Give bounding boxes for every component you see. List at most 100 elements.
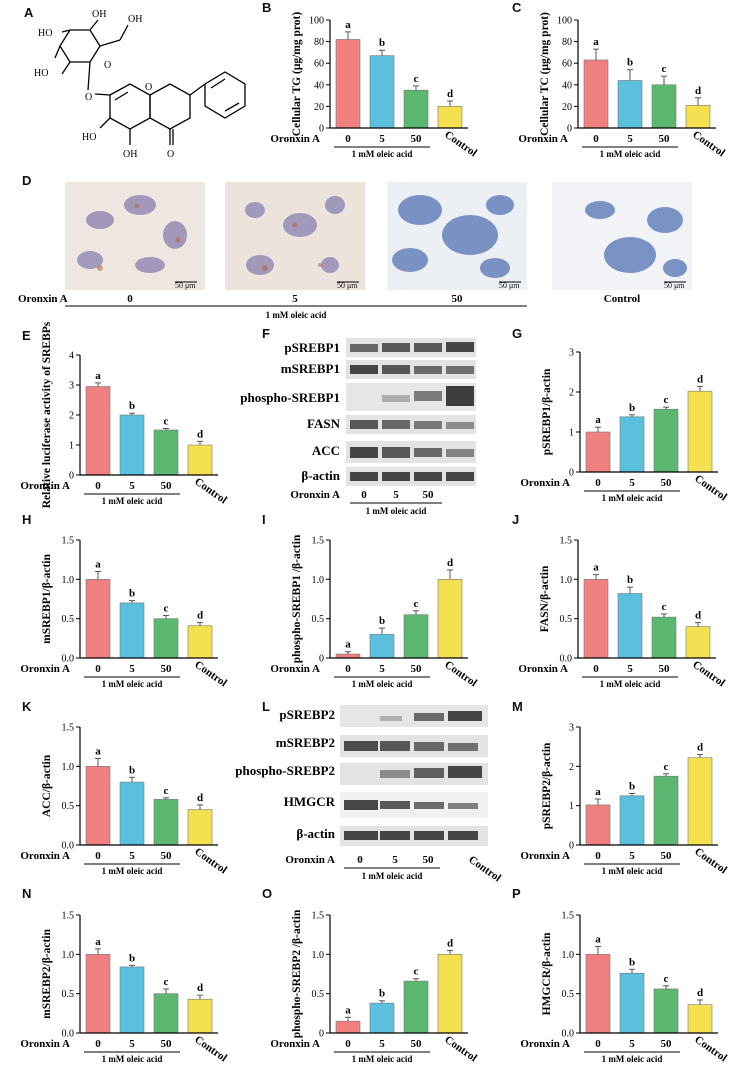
bar bbox=[187, 625, 213, 659]
y-axis-label: pSREBP2/β-actin bbox=[541, 742, 553, 829]
y-tick-label: 3 bbox=[69, 381, 74, 392]
y-tick-label: 1.5 bbox=[560, 536, 573, 547]
bond bbox=[61, 61, 71, 75]
treatment-label: Oronxin A bbox=[270, 663, 320, 675]
condition-label: 1 mM oleic acid bbox=[102, 866, 163, 876]
x-tick-label: 5 bbox=[629, 850, 635, 862]
significance-letter: a bbox=[95, 936, 101, 948]
y-tick-label: 0.0 bbox=[560, 654, 573, 665]
y-tick-label: 20 bbox=[562, 102, 572, 113]
significance-letter: a bbox=[595, 786, 601, 798]
y-tick-label: 2 bbox=[569, 388, 574, 399]
x-tick-label: 0 bbox=[595, 1038, 601, 1050]
x-tick-label: 0 bbox=[95, 850, 101, 862]
bar bbox=[119, 602, 145, 659]
chart-j: 0.0 0.5 1.0 1.5 FASN/β-actin a 0 b 5 c 50 d Control O… bbox=[518, 536, 727, 690]
y-axis-label: phospho-SREBP1 /β-actin bbox=[291, 534, 303, 663]
blot-bands bbox=[350, 342, 474, 481]
blot-row-label: phospho-SREBP2 bbox=[235, 763, 335, 778]
significance-letter: b bbox=[379, 615, 385, 627]
x-tick-label: 0 bbox=[95, 1038, 101, 1050]
treatment-label: Oronxin A bbox=[520, 850, 570, 862]
x-tick-label: 5 bbox=[379, 1038, 385, 1050]
blot-treatment-label: Oronxin A bbox=[285, 854, 335, 866]
bar bbox=[153, 429, 179, 476]
x-tick-label: 5 bbox=[627, 133, 633, 145]
significance-letter: b bbox=[629, 780, 635, 792]
y-tick-label: 0.5 bbox=[312, 614, 325, 625]
scale-bar-label: 50 μm bbox=[664, 281, 685, 290]
blot-row-label: β-actin bbox=[296, 826, 335, 841]
bond bbox=[87, 61, 91, 91]
blot-lane-label: 5 bbox=[393, 489, 399, 501]
panel-label-h: H bbox=[22, 512, 31, 527]
y-tick-label: 0 bbox=[569, 468, 574, 479]
chart-n: 0.0 0.5 1.0 1.5 mSREBP2/β-actin a 0 b 5 c 50 d Contr… bbox=[20, 911, 229, 1065]
y-tick-label: 0.5 bbox=[560, 614, 573, 625]
blot-lane-label: 0 bbox=[357, 854, 363, 866]
bar bbox=[369, 1002, 395, 1034]
y-tick-label: 1.5 bbox=[312, 536, 325, 547]
micrograph-condition-label: 1 mM oleic acid bbox=[266, 310, 327, 320]
significance-letter: b bbox=[629, 956, 635, 968]
blot-bands bbox=[344, 711, 482, 840]
bar bbox=[685, 626, 711, 659]
y-axis-label: phospho-SREBP2 /β-actin bbox=[291, 909, 303, 1038]
significance-letter: b bbox=[129, 400, 135, 412]
significance-letter: d bbox=[197, 428, 203, 440]
x-tick-label: Control bbox=[692, 846, 729, 877]
significance-letter: c bbox=[662, 601, 667, 613]
panel-label-j: J bbox=[512, 512, 519, 527]
significance-letter: a bbox=[95, 370, 101, 382]
significance-letter: a bbox=[95, 558, 101, 570]
condition-label: 1 mM oleic acid bbox=[102, 496, 163, 506]
y-tick-label: 80 bbox=[562, 37, 572, 48]
x-tick-label: Control bbox=[690, 659, 727, 690]
x-tick-label: 50 bbox=[411, 663, 423, 675]
panel-label-b: B bbox=[262, 0, 271, 15]
significance-letter: d bbox=[697, 373, 703, 385]
blot-lane-label: 50 bbox=[423, 854, 435, 866]
panel-label-f: F bbox=[262, 326, 270, 341]
panel-label-m: M bbox=[512, 699, 523, 714]
significance-letter: d bbox=[197, 792, 203, 804]
x-tick-label: 5 bbox=[129, 663, 135, 675]
y-tick-label: 1.5 bbox=[62, 723, 75, 734]
condition-label: 1 mM oleic acid bbox=[600, 679, 661, 689]
panel-label-n: N bbox=[22, 886, 31, 901]
bar bbox=[187, 998, 213, 1034]
panel-label-p: P bbox=[512, 886, 521, 901]
x-tick-label: 50 bbox=[161, 850, 173, 862]
micrograph-caption: 5 bbox=[292, 293, 298, 305]
panel-label-c: C bbox=[512, 0, 522, 15]
chart-e: 0 1 2 3 4 Relative luciferase activity of SRE… bbox=[20, 321, 229, 508]
struct-label: HO bbox=[38, 28, 52, 39]
double-bond bbox=[224, 102, 240, 112]
significance-letter: a bbox=[595, 414, 601, 426]
y-tick-label: 0 bbox=[567, 124, 572, 135]
significance-letter: c bbox=[164, 976, 169, 988]
y-tick-label: 1 bbox=[569, 428, 574, 439]
struct-label: HO bbox=[34, 68, 48, 79]
treatment-label: Oronxin A bbox=[518, 663, 568, 675]
y-axis-label: Cellular TG (μg/mg prot) bbox=[291, 12, 303, 137]
treatment-label: Oronxin A bbox=[20, 850, 70, 862]
y-tick-label: 40 bbox=[562, 80, 572, 91]
x-tick-label: 0 bbox=[593, 133, 599, 145]
bar bbox=[437, 954, 463, 1034]
y-tick-label: 1.0 bbox=[312, 950, 325, 961]
y-tick-label: 1 bbox=[69, 441, 74, 452]
bar bbox=[651, 84, 677, 129]
bar bbox=[335, 1020, 361, 1034]
treatment-label: Oronxin A bbox=[518, 133, 568, 145]
y-tick-label: 0.5 bbox=[62, 614, 75, 625]
bar bbox=[153, 799, 179, 846]
bar bbox=[617, 80, 643, 129]
bond bbox=[61, 29, 71, 33]
struct-label: OH bbox=[92, 9, 106, 20]
y-tick-label: 3 bbox=[569, 348, 574, 359]
bar bbox=[369, 634, 395, 659]
significance-letter: d bbox=[447, 557, 453, 569]
significance-letter: b bbox=[629, 402, 635, 414]
bar bbox=[619, 795, 645, 846]
